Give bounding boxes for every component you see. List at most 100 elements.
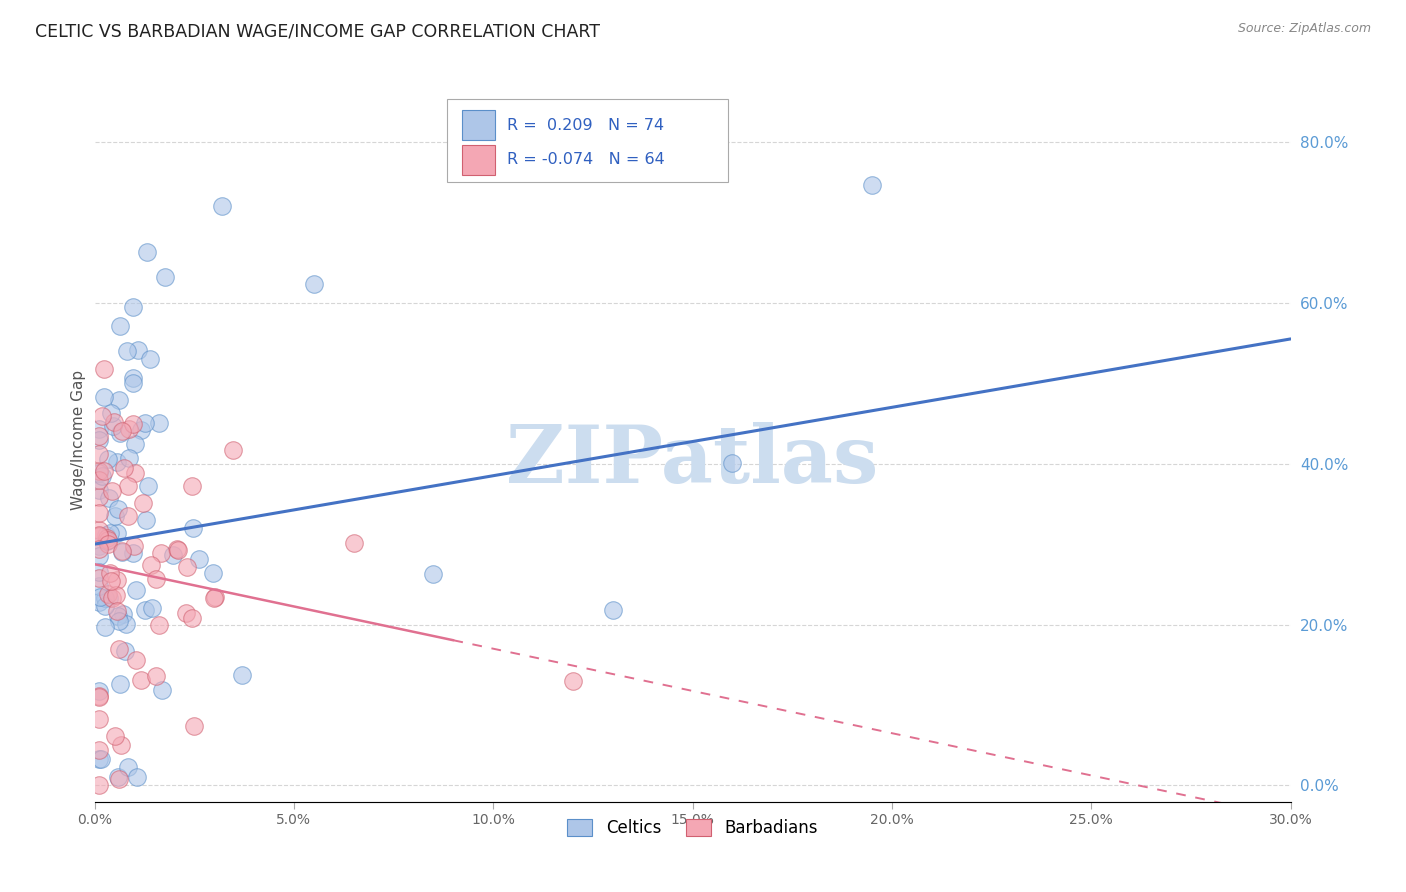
- Point: [107, 501, 129, 516]
- Point: [125, 583, 148, 598]
- Point: [145, 572, 167, 586]
- Text: ZIPatlas: ZIPatlas: [506, 422, 879, 500]
- Point: [117, 509, 139, 524]
- Point: [87, 683, 110, 698]
- Point: [136, 244, 159, 259]
- Point: [131, 673, 153, 687]
- Point: [105, 573, 128, 587]
- Point: [188, 551, 211, 566]
- Point: [131, 423, 153, 437]
- Point: [112, 461, 135, 475]
- Point: [134, 416, 156, 430]
- Point: [121, 417, 143, 431]
- Point: [87, 690, 110, 705]
- Point: [87, 743, 110, 757]
- Point: [148, 618, 170, 632]
- Point: [87, 542, 110, 557]
- Point: [176, 560, 198, 574]
- FancyBboxPatch shape: [461, 145, 495, 175]
- Point: [87, 447, 110, 461]
- Y-axis label: Wage/Income Gap: Wage/Income Gap: [72, 369, 86, 509]
- Point: [141, 601, 163, 615]
- Point: [107, 525, 129, 540]
- Point: [127, 343, 149, 358]
- Point: [87, 571, 110, 585]
- Point: [87, 464, 110, 478]
- Point: [150, 682, 173, 697]
- Point: [104, 588, 127, 602]
- Point: [96, 532, 118, 546]
- Legend: Celtics, Barbadians: Celtics, Barbadians: [561, 813, 824, 844]
- Point: [104, 729, 127, 743]
- Point: [94, 591, 117, 606]
- Point: [107, 609, 129, 624]
- Point: [202, 566, 225, 580]
- Point: [149, 546, 172, 560]
- Point: [138, 352, 160, 367]
- Point: [87, 713, 110, 727]
- Point: [93, 599, 115, 613]
- Point: [148, 417, 170, 431]
- Point: [100, 574, 122, 588]
- Point: [100, 406, 122, 420]
- Point: [141, 558, 163, 573]
- Point: [202, 591, 225, 605]
- Point: [96, 533, 118, 548]
- Point: [302, 277, 325, 291]
- Point: [105, 604, 128, 618]
- Point: [114, 644, 136, 658]
- Point: [87, 483, 110, 498]
- Point: [108, 772, 131, 786]
- Point: [108, 677, 131, 691]
- Point: [162, 548, 184, 562]
- Point: [121, 300, 143, 314]
- Point: [118, 450, 141, 465]
- Point: [860, 178, 883, 192]
- Point: [101, 591, 124, 606]
- Point: [97, 587, 120, 601]
- Point: [110, 738, 132, 752]
- Text: R =  0.209   N = 74: R = 0.209 N = 74: [508, 118, 664, 133]
- Point: [87, 523, 110, 537]
- Point: [87, 566, 110, 580]
- Point: [422, 567, 444, 582]
- Point: [136, 479, 159, 493]
- Point: [94, 620, 117, 634]
- Point: [90, 752, 112, 766]
- Point: [98, 566, 121, 580]
- Point: [91, 469, 114, 483]
- Point: [174, 606, 197, 620]
- Point: [111, 543, 134, 558]
- Point: [122, 546, 145, 560]
- Point: [135, 513, 157, 527]
- Point: [100, 483, 122, 498]
- Point: [183, 718, 205, 732]
- Point: [105, 455, 128, 469]
- Point: [721, 456, 744, 470]
- Point: [181, 479, 204, 493]
- Point: [87, 752, 110, 766]
- Point: [87, 507, 110, 521]
- Point: [93, 361, 115, 376]
- FancyBboxPatch shape: [447, 99, 728, 183]
- Text: R = -0.074   N = 64: R = -0.074 N = 64: [508, 153, 665, 168]
- Point: [112, 607, 135, 622]
- Point: [153, 270, 176, 285]
- Point: [87, 779, 110, 793]
- Point: [87, 466, 110, 480]
- Point: [97, 452, 120, 467]
- Point: [107, 771, 129, 785]
- Point: [93, 390, 115, 404]
- Point: [87, 529, 110, 543]
- Point: [111, 545, 134, 559]
- Point: [111, 424, 134, 438]
- Point: [89, 590, 111, 604]
- Point: [122, 539, 145, 553]
- Point: [118, 422, 141, 436]
- Point: [134, 602, 156, 616]
- Point: [117, 479, 139, 493]
- Point: [89, 549, 111, 563]
- Point: [125, 653, 148, 667]
- Point: [87, 434, 110, 448]
- Point: [124, 437, 146, 451]
